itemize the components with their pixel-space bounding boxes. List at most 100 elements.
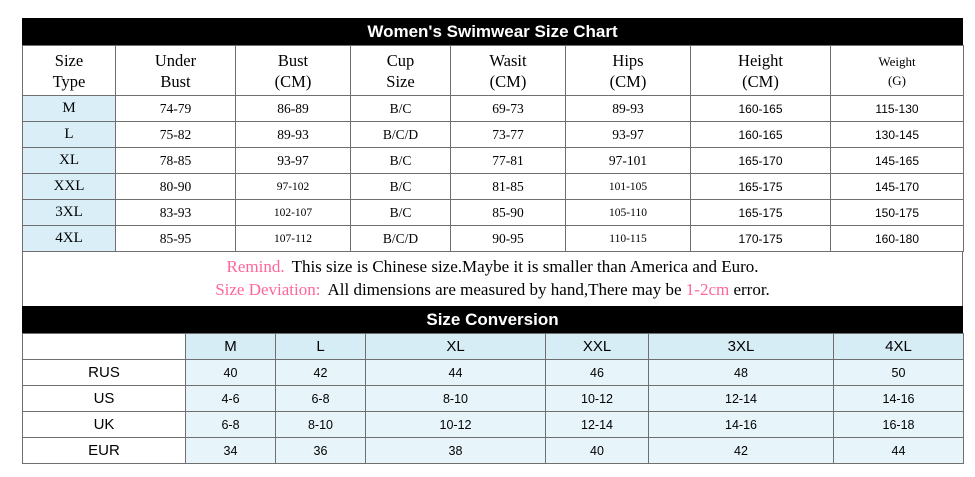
conversion-value-cell: 8-10 <box>275 411 366 438</box>
conversion-header-cell: XXL <box>545 333 649 360</box>
conversion-value-cell: 48 <box>648 359 834 386</box>
remind-line-1: Remind. This size is Chinese size.Maybe i… <box>23 255 962 278</box>
conversion-region-cell: UK <box>22 411 186 438</box>
size-type-cell: M <box>22 95 116 122</box>
conversion-value-cell: 12-14 <box>545 411 649 438</box>
conversion-header-cell: M <box>185 333 276 360</box>
size-value-cell: 75-82 <box>115 121 236 148</box>
size-type-cell: XL <box>22 147 116 174</box>
conversion-row: RUS 40 42 44 46 48 50 <box>22 359 964 386</box>
conversion-title: Size Conversion <box>22 306 963 333</box>
size-value-cell: 102-107 <box>235 199 351 226</box>
size-value-cell: B/C <box>350 95 451 122</box>
conversion-row: US 4-6 6-8 8-10 10-12 12-14 14-16 <box>22 385 964 412</box>
size-value-cell: 77-81 <box>450 147 566 174</box>
conversion-value-cell: 8-10 <box>365 385 546 412</box>
conversion-corner-cell <box>22 333 186 360</box>
remind-line-2: Size Deviation: All dimensions are measur… <box>23 278 962 301</box>
size-value-cell: 85-90 <box>450 199 566 226</box>
size-value-cell: 115-130 <box>830 95 964 122</box>
size-type-cell: L <box>22 121 116 148</box>
size-value-cell: 170-175 <box>690 225 831 252</box>
size-chart-head: Size Type Under Bust Bust (CM) Cup Size Wasit (CM… <box>22 45 964 96</box>
size-chart-title: Women's Swimwear Size Chart <box>22 18 963 45</box>
size-value-cell: B/C/D <box>350 121 451 148</box>
size-value-cell: B/C <box>350 173 451 200</box>
size-value-cell: 101-105 <box>565 173 691 200</box>
conversion-header-cell: XL <box>365 333 546 360</box>
header-line-1: Hips <box>612 50 644 70</box>
header-line-2: Size <box>386 71 415 91</box>
size-value-cell: 160-165 <box>690 121 831 148</box>
size-chart-row: M 74-79 86-89 B/C 69-73 89-93 160-165 115-130 <box>22 95 964 122</box>
conversion-value-cell: 10-12 <box>365 411 546 438</box>
conversion-value-cell: 6-8 <box>185 411 276 438</box>
size-deviation-text-a: All dimensions are measured by hand,Ther… <box>327 280 682 299</box>
conversion-header-row: M L XL XXL 3XL 4XL <box>22 333 964 360</box>
size-value-cell: 83-93 <box>115 199 236 226</box>
remind-label: Remind. <box>226 257 285 276</box>
size-deviation-text-b: error. <box>733 280 770 299</box>
size-value-cell: 80-90 <box>115 173 236 200</box>
size-type-cell: 4XL <box>22 225 116 252</box>
conversion-header-cell: 3XL <box>648 333 834 360</box>
conversion-region-cell: US <box>22 385 186 412</box>
size-value-cell: 130-145 <box>830 121 964 148</box>
header-line-1: Under <box>154 50 197 70</box>
size-value-cell: B/C <box>350 147 451 174</box>
size-chart-header-cell: Under Bust <box>115 45 236 96</box>
header-line-2: (G) <box>887 72 907 88</box>
conversion-value-cell: 6-8 <box>275 385 366 412</box>
size-chart-row: 3XL 83-93 102-107 B/C 85-90 105-110 165-175 150… <box>22 199 964 226</box>
conversion-header-cell: L <box>275 333 366 360</box>
size-value-cell: 81-85 <box>450 173 566 200</box>
header-line-2: Type <box>52 71 86 91</box>
header-line-2: (CM) <box>609 71 647 91</box>
conversion-value-cell: 16-18 <box>833 411 964 438</box>
header-line-2: Bust <box>160 71 191 91</box>
size-value-cell: 145-165 <box>830 147 964 174</box>
size-value-cell: 160-165 <box>690 95 831 122</box>
size-chart-header-row: Size Type Under Bust Bust (CM) Cup Size Wasit (CM… <box>22 45 964 96</box>
remind-text: This size is Chinese size.Maybe it is sm… <box>291 257 759 276</box>
conversion-value-cell: 44 <box>833 437 964 464</box>
size-chart-header-cell: Weight (G) <box>830 45 964 96</box>
conversion-value-cell: 40 <box>185 359 276 386</box>
size-chart-header-cell: Cup Size <box>350 45 451 96</box>
size-chart-header-cell: Size Type <box>22 45 116 96</box>
size-type-cell: XXL <box>22 173 116 200</box>
conversion-value-cell: 38 <box>365 437 546 464</box>
size-value-cell: 97-102 <box>235 173 351 200</box>
size-value-cell: 86-89 <box>235 95 351 122</box>
size-value-cell: 69-73 <box>450 95 566 122</box>
conversion-value-cell: 44 <box>365 359 546 386</box>
size-value-cell: 89-93 <box>565 95 691 122</box>
conversion-value-cell: 42 <box>648 437 834 464</box>
conversion-value-cell: 42 <box>275 359 366 386</box>
size-value-cell: 74-79 <box>115 95 236 122</box>
size-value-cell: 165-175 <box>690 199 831 226</box>
conversion-value-cell: 34 <box>185 437 276 464</box>
conversion-region-cell: EUR <box>22 437 186 464</box>
size-value-cell: 145-170 <box>830 173 964 200</box>
conversion-value-cell: 36 <box>275 437 366 464</box>
size-chart-row: XL 78-85 93-97 B/C 77-81 97-101 165-170 145-165 <box>22 147 964 174</box>
size-value-cell: 78-85 <box>115 147 236 174</box>
conversion-value-cell: 14-16 <box>833 385 964 412</box>
conversion-row: EUR 34 36 38 40 42 44 <box>22 437 964 464</box>
conversion-value-cell: 40 <box>545 437 649 464</box>
size-value-cell: 93-97 <box>565 121 691 148</box>
header-line-1: Wasit <box>489 50 527 70</box>
size-chart-row: 4XL 85-95 107-112 B/C/D 90-95 110-115 170-175 1… <box>22 225 964 252</box>
size-value-cell: 105-110 <box>565 199 691 226</box>
size-chart-header-cell: Hips (CM) <box>565 45 691 96</box>
size-value-cell: 85-95 <box>115 225 236 252</box>
size-value-cell: 73-77 <box>450 121 566 148</box>
conversion-value-cell: 46 <box>545 359 649 386</box>
conversion-table: M L XL XXL 3XL 4XL RUS 40 42 44 46 48 50 US 4-6 6-8 8-1… <box>22 333 964 464</box>
size-value-cell: 97-101 <box>565 147 691 174</box>
conversion-value-cell: 12-14 <box>648 385 834 412</box>
conversion-value-cell: 14-16 <box>648 411 834 438</box>
size-value-cell: B/C <box>350 199 451 226</box>
size-value-cell: 107-112 <box>235 225 351 252</box>
